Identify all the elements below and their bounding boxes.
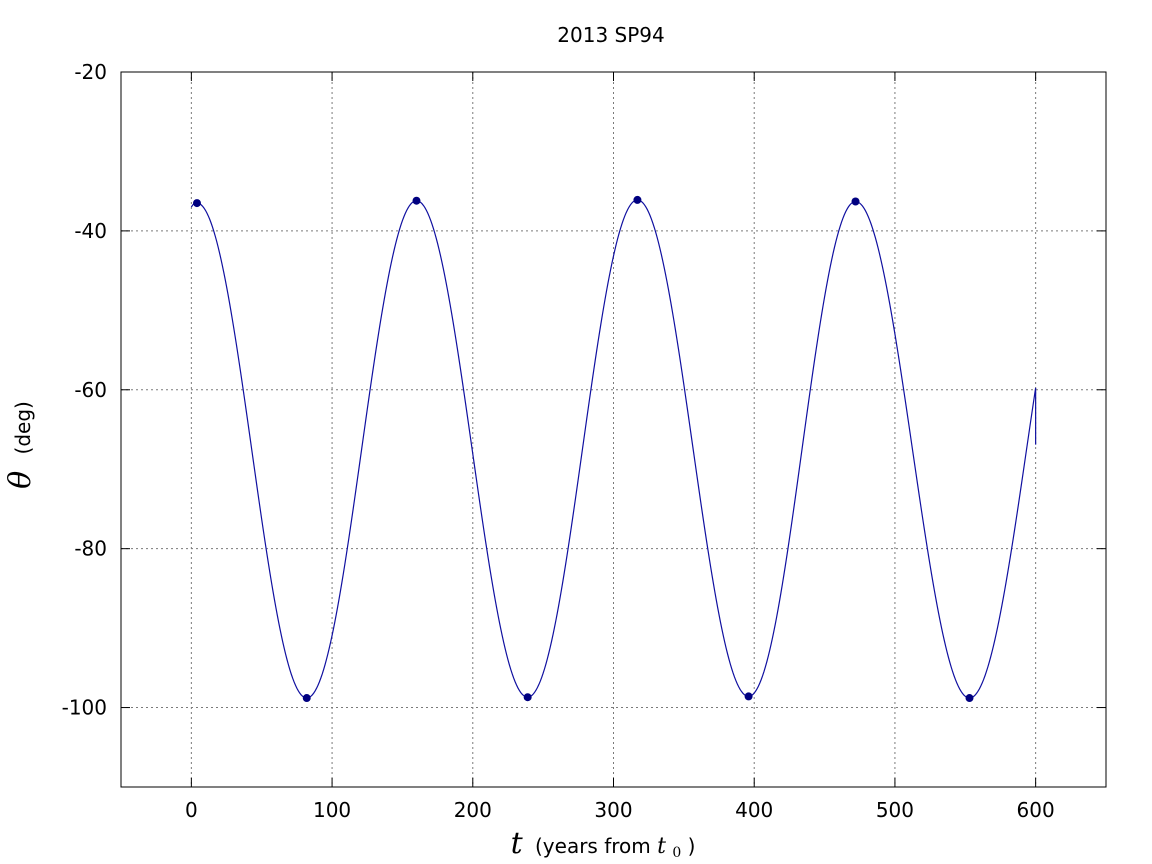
y-tick-label: -60 [74,378,107,402]
extremum-point [412,196,421,205]
extremum-point [633,195,642,204]
ticks [121,71,1106,787]
x-tick-label: 100 [313,798,351,822]
extremum-point [302,694,311,703]
y-axis-label-text: (deg) [11,401,35,454]
y-axis-label-var: θ [3,471,38,489]
plot-frame [120,71,1107,788]
x-axis-label-sub-index: 0 [672,845,681,861]
x-axis-label-sub-var: t [657,834,666,859]
x-axis-label: t (years from t 0 ) [511,826,696,862]
y-tick-label: -40 [74,219,107,243]
x-tick-label: 600 [1017,798,1055,822]
x-tick-label: 400 [735,798,773,822]
extremum-point [192,199,201,208]
extremum-point [523,693,532,702]
x-axis-label-close: ) [688,834,696,858]
y-tick-label: -100 [62,696,107,720]
x-axis-label-text: (years from [535,834,657,858]
y-axis-label: θ (deg) [3,401,38,489]
extremum-point [851,197,860,206]
y-tick-label: -20 [74,60,107,84]
x-axis-label-var: t [511,826,524,861]
extremum-point [965,694,974,703]
y-tick-label: -80 [74,537,107,561]
tick-labels: 0 100 200 300 400 500 600 -20 -40 -60 -80 -100 [62,60,1055,822]
series-line [190,199,1037,699]
x-tick-label: 0 [185,798,198,822]
extremum-point [744,692,753,701]
x-tick-label: 300 [594,798,632,822]
grid [121,71,1106,787]
x-tick-label: 500 [876,798,914,822]
x-tick-label: 200 [454,798,492,822]
extrema-markers [192,195,974,703]
chart-title: 2013 SP94 [557,23,664,47]
